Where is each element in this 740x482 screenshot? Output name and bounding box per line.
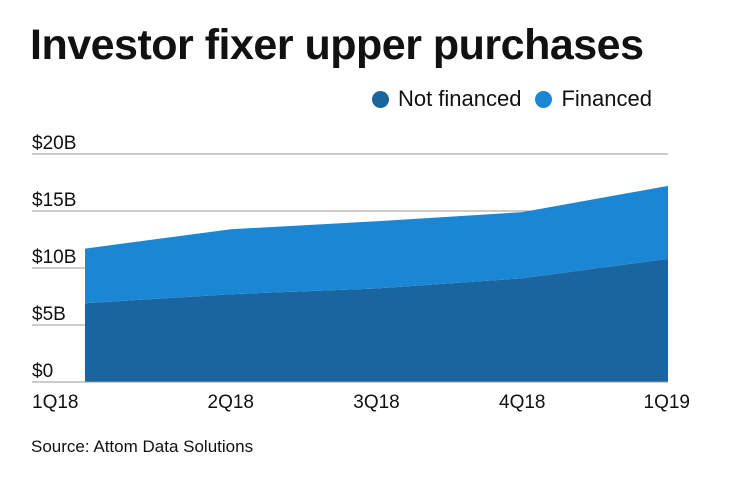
legend-swatch-not-financed (371, 90, 389, 108)
area-series-financed (85, 185, 668, 304)
y-tick-label-3: $15B (32, 190, 76, 211)
y-tick-label-4: $20B (32, 133, 76, 154)
legend-item-financed: Financed (535, 88, 652, 110)
chart-title: Investor fixer upper purchases (30, 21, 644, 69)
x-tick-label-2q18: 2Q18 (208, 392, 254, 413)
legend: Not financed Financed (358, 88, 652, 110)
x-tick-label-1q19: 1Q19 (644, 392, 690, 413)
y-tick-label-1: $5B (32, 304, 66, 325)
legend-label-not-financed: Not financed (397, 86, 522, 111)
y-tick-label-0: $0 (32, 361, 53, 382)
x-tick-label-4q18: 4Q18 (499, 392, 545, 413)
legend-label-financed: Financed (561, 86, 652, 111)
x-tick-label-1q18: 1Q18 (32, 392, 78, 413)
x-tick-label-3q18: 3Q18 (353, 392, 399, 413)
source-note: Source: Attom Data Solutions (31, 437, 254, 456)
area-series-not-financed (85, 258, 668, 382)
legend-item-not-financed: Not financed (371, 86, 522, 111)
y-tick-label-2: $10B (32, 247, 76, 268)
legend-swatch-financed (535, 90, 553, 108)
